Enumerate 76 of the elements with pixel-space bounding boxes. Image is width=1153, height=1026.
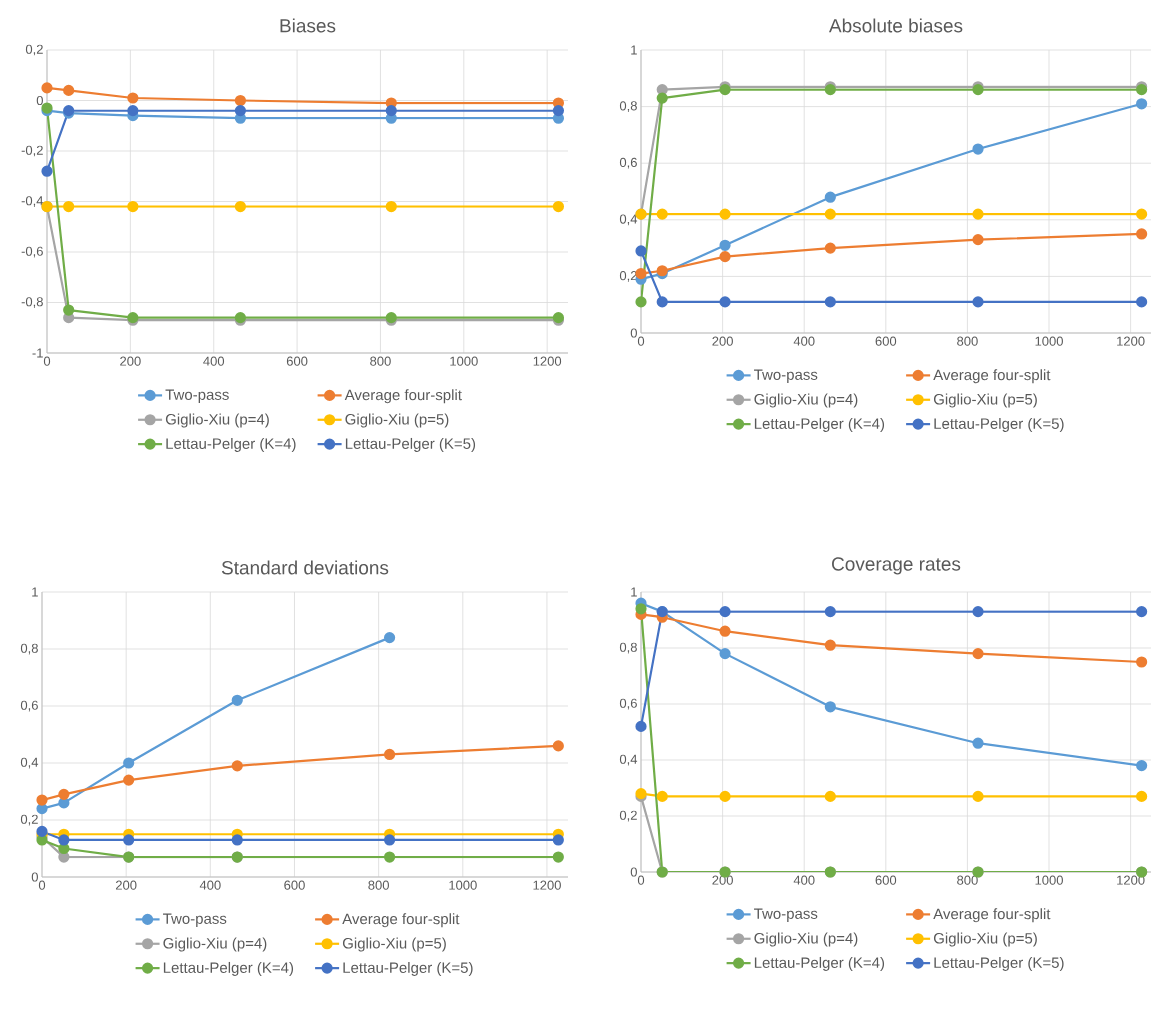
legend-label: Giglio-Xiu (p=5)	[345, 413, 449, 428]
legend-label: Lettau-Pelger (K=5)	[345, 437, 476, 452]
legend-label: Giglio-Xiu (p=4)	[754, 932, 858, 947]
legend-label: Giglio-Xiu (p=4)	[163, 937, 267, 952]
y-tick-label: -0,4	[21, 196, 44, 207]
x-tick-label: 800	[957, 336, 978, 346]
legend-label: Lettau-Pelger (K=5)	[934, 417, 1064, 432]
legend-label: Two-pass	[754, 908, 818, 922]
legend-label: Giglio-Xiu (p=5)	[342, 937, 446, 952]
legend-label: Two-pass	[754, 369, 818, 383]
x-tick-label: 1200	[1117, 336, 1145, 346]
x-tick-label: 200	[712, 336, 733, 346]
y-tick-label: 0,6	[619, 157, 637, 169]
y-tick-label: -0,6	[21, 246, 43, 258]
x-tick-label: 400	[793, 875, 815, 885]
y-tick-label: 0,8	[20, 643, 38, 655]
legend-label: Lettau-Pelger (K=4)	[166, 437, 296, 452]
y-tick-label: 0,2	[619, 271, 637, 282]
x-tick-label: 600	[875, 875, 897, 885]
x-tick-label: 800	[957, 875, 978, 885]
legend-label: Lettau-Pelger (K=5)	[343, 961, 473, 976]
chart-title: Biases	[280, 18, 336, 33]
x-tick-label: 0	[43, 356, 51, 366]
x-tick-label: 1000	[450, 356, 478, 366]
y-tick-label: 0	[36, 95, 43, 106]
x-tick-label: 400	[199, 880, 221, 890]
y-tick-label: 0,2	[619, 810, 637, 822]
y-tick-label: 0,2	[20, 814, 38, 826]
legend-label: Giglio-Xiu (p=4)	[754, 393, 858, 408]
y-tick-label: -0,2	[21, 145, 43, 157]
x-tick-label: 800	[368, 880, 389, 890]
y-tick-label: 1	[32, 587, 38, 597]
x-tick-label: 600	[875, 336, 897, 346]
x-tick-label: 200	[115, 880, 137, 890]
legend-label: Giglio-Xiu (p=4)	[165, 413, 269, 428]
y-tick-label: 0	[630, 328, 637, 338]
chart-title: Coverage rates	[832, 557, 961, 575]
x-tick-label: 1000	[449, 880, 477, 890]
x-tick-label: 600	[286, 356, 308, 366]
y-tick-label: -0,8	[21, 297, 43, 308]
legend-label: Average four-split	[933, 369, 1051, 384]
x-tick-label: 1200	[533, 356, 562, 366]
x-tick-label: 1000	[1035, 875, 1063, 885]
y-tick-label: 0,8	[619, 642, 637, 654]
legend-label: Giglio-Xiu (p=5)	[933, 393, 1037, 408]
legend-label: Two-pass	[163, 913, 227, 927]
legend-label: Lettau-Pelger (K=4)	[754, 956, 885, 971]
x-tick-label: 200	[712, 875, 733, 885]
legend-label: Lettau-Pelger (K=5)	[934, 956, 1064, 971]
y-tick-label: 0,4	[619, 214, 638, 226]
y-tick-label: 0,2	[25, 44, 43, 56]
x-tick-label: 400	[203, 356, 225, 366]
y-tick-label: 0,6	[20, 700, 38, 712]
y-tick-label: 0,4	[619, 754, 638, 766]
x-tick-label: 400	[793, 336, 815, 346]
legend-label: Lettau-Pelger (K=4)	[163, 961, 294, 976]
legend-label: Giglio-Xiu (p=5)	[933, 932, 1037, 947]
y-tick-label: 0,6	[619, 698, 637, 710]
y-tick-label: 1	[631, 45, 637, 55]
x-tick-label: 1000	[1035, 336, 1063, 346]
x-tick-label: 1200	[533, 880, 561, 890]
y-tick-label: -1	[32, 348, 43, 358]
x-tick-label: 200	[120, 356, 141, 366]
legend-label: Average four-split	[344, 389, 462, 404]
legend-label: Two-pass	[165, 389, 229, 403]
y-tick-label: 0	[630, 867, 637, 877]
chart-title: Absolute biases	[828, 18, 963, 33]
legend-label: Average four-split	[342, 913, 460, 928]
y-tick-label: 0,8	[619, 101, 637, 112]
chart-title: Standard deviations	[221, 560, 389, 575]
legend-label: Lettau-Pelger (K=4)	[754, 417, 885, 432]
x-tick-label: 600	[284, 880, 305, 890]
legend-label: Average four-split	[933, 908, 1051, 923]
x-tick-label: 800	[370, 356, 391, 366]
y-tick-label: 0,4	[20, 757, 39, 769]
y-tick-label: 1	[631, 587, 637, 597]
